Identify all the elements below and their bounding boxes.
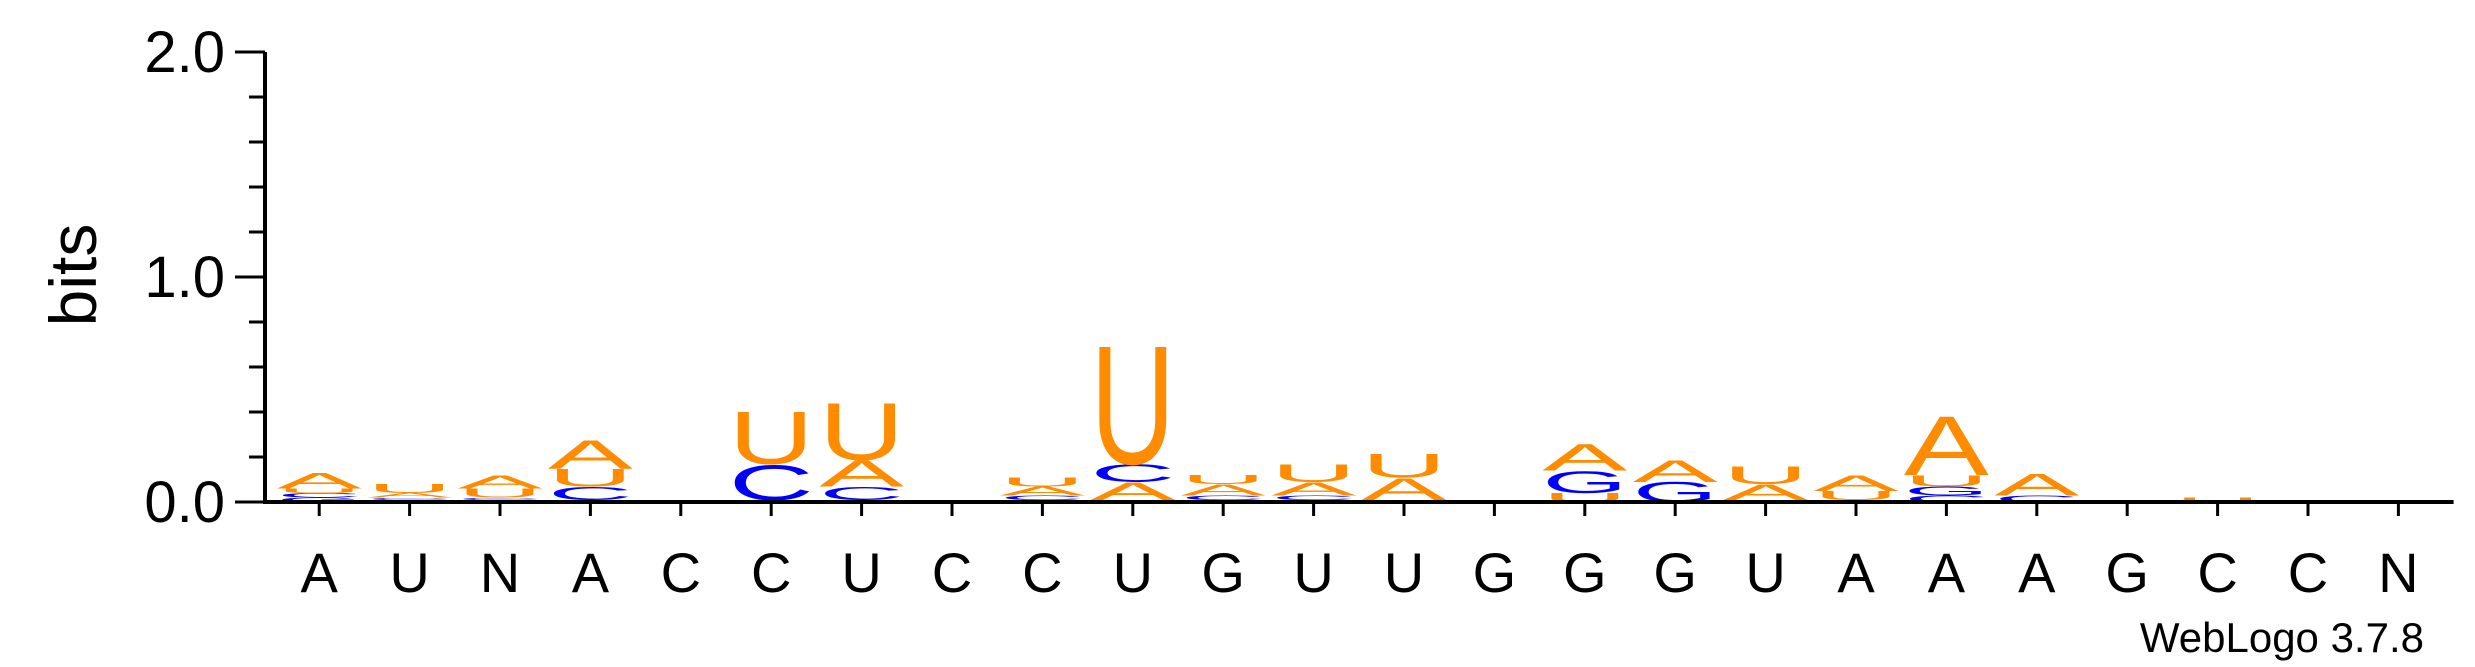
logo-letter-u: U xyxy=(729,396,814,480)
logo-letter-c: C xyxy=(548,483,633,504)
logo-letter-a: A xyxy=(1814,471,1899,496)
logo-letter-u: U xyxy=(1814,488,1899,502)
x-tick-label: U xyxy=(841,541,881,604)
x-tick-label: U xyxy=(1384,541,1424,604)
logo-letter-u: U xyxy=(367,482,452,496)
logo-letter-c: C xyxy=(277,492,362,499)
logo-letter-c: C xyxy=(1904,493,1989,504)
x-tick-label: A xyxy=(1928,541,1966,604)
logo-letter-c: C xyxy=(819,483,904,504)
logo-letter-u: U xyxy=(277,487,362,494)
logo-letter-c: C xyxy=(458,497,543,501)
logo-letter-u: U xyxy=(1271,459,1356,487)
x-tick-label: G xyxy=(1473,541,1517,604)
logo-letter-g: G xyxy=(277,496,362,503)
logo-letter-a: A xyxy=(367,492,452,499)
x-tick-label: C xyxy=(1022,541,1062,604)
logo-letter-a: A xyxy=(1633,453,1718,488)
logo-letter-c: C xyxy=(1994,493,2079,504)
logo-letter-a: A xyxy=(1994,467,2079,502)
logo-letter-u: U xyxy=(1181,473,1266,487)
x-tick-label: N xyxy=(480,541,520,604)
x-tick-label: G xyxy=(1563,541,1607,604)
logo-letter-c: C xyxy=(1271,494,1356,501)
y-axis-label: bits xyxy=(36,224,110,327)
x-tick-label: G xyxy=(1653,541,1697,604)
x-tick-label: G xyxy=(2105,541,2149,604)
logo-letter-u: U xyxy=(1362,447,1447,485)
x-tick-label: A xyxy=(301,541,339,604)
logo-letter-a: A xyxy=(1181,481,1267,498)
logo-letter-g: G xyxy=(1904,484,1989,498)
logo-letter-a: A xyxy=(1271,478,1356,499)
y-axis-ticks: 0.0 1.0 2.0 xyxy=(144,20,265,535)
logo-letter-u: U xyxy=(548,464,633,492)
x-tick-label: A xyxy=(1837,541,1875,604)
logo-letter-c: C xyxy=(1090,459,1175,487)
logo-letter-c: C xyxy=(1181,494,1266,501)
logo-letter-u: U xyxy=(1090,310,1175,499)
y-tick-label: 1.0 xyxy=(144,245,225,310)
logo-letter-u: U xyxy=(819,386,904,477)
logo-letter-a: A xyxy=(1000,484,1086,498)
logo-letter-g: G xyxy=(1542,465,1627,500)
logo-letter-u: U xyxy=(1904,472,1989,490)
x-tick-label: C xyxy=(2288,541,2328,604)
y-tick-label: 2.0 xyxy=(144,20,225,85)
x-tick-label: N xyxy=(2378,541,2418,604)
x-tick-label: C xyxy=(932,541,972,604)
logo-letter-u: U xyxy=(1000,475,1085,489)
logo-letter-u: U xyxy=(1723,462,1808,490)
weblogo-credit: WebLogo 3.7.8 xyxy=(2140,614,2424,661)
logo-letter-a: A xyxy=(277,469,362,494)
x-tick-label: C xyxy=(751,541,791,604)
x-tick-label: A xyxy=(572,541,610,604)
logo-letter-u: U xyxy=(458,486,543,500)
logo-letter-c: C xyxy=(1000,494,1085,501)
logo-letter-a: A xyxy=(819,452,904,494)
x-tick-label: U xyxy=(1293,541,1333,604)
x-tick-label: U xyxy=(389,541,429,604)
logo-letter-a: A xyxy=(548,432,633,478)
logo-letter-c: C xyxy=(367,497,452,501)
y-tick-label: 0.0 xyxy=(144,470,225,535)
logo-letter-a: A xyxy=(1904,398,1989,493)
x-tick-label: C xyxy=(661,541,701,604)
x-tick-label: U xyxy=(1745,541,1785,604)
x-tick-label: U xyxy=(1113,541,1153,604)
x-tick-label: C xyxy=(2197,541,2237,604)
x-tick-label: A xyxy=(2018,541,2056,604)
logo-letter-a: A xyxy=(458,472,543,493)
letter-stacks: GCUAGCAUGCUAGCUAACUGCAUGCAUGACUGCAUGCAUG… xyxy=(277,310,2260,511)
logo-letter-u: U xyxy=(2175,496,2260,503)
x-tick-label: G xyxy=(1201,541,1245,604)
logo-letter-a: A xyxy=(1542,436,1627,478)
